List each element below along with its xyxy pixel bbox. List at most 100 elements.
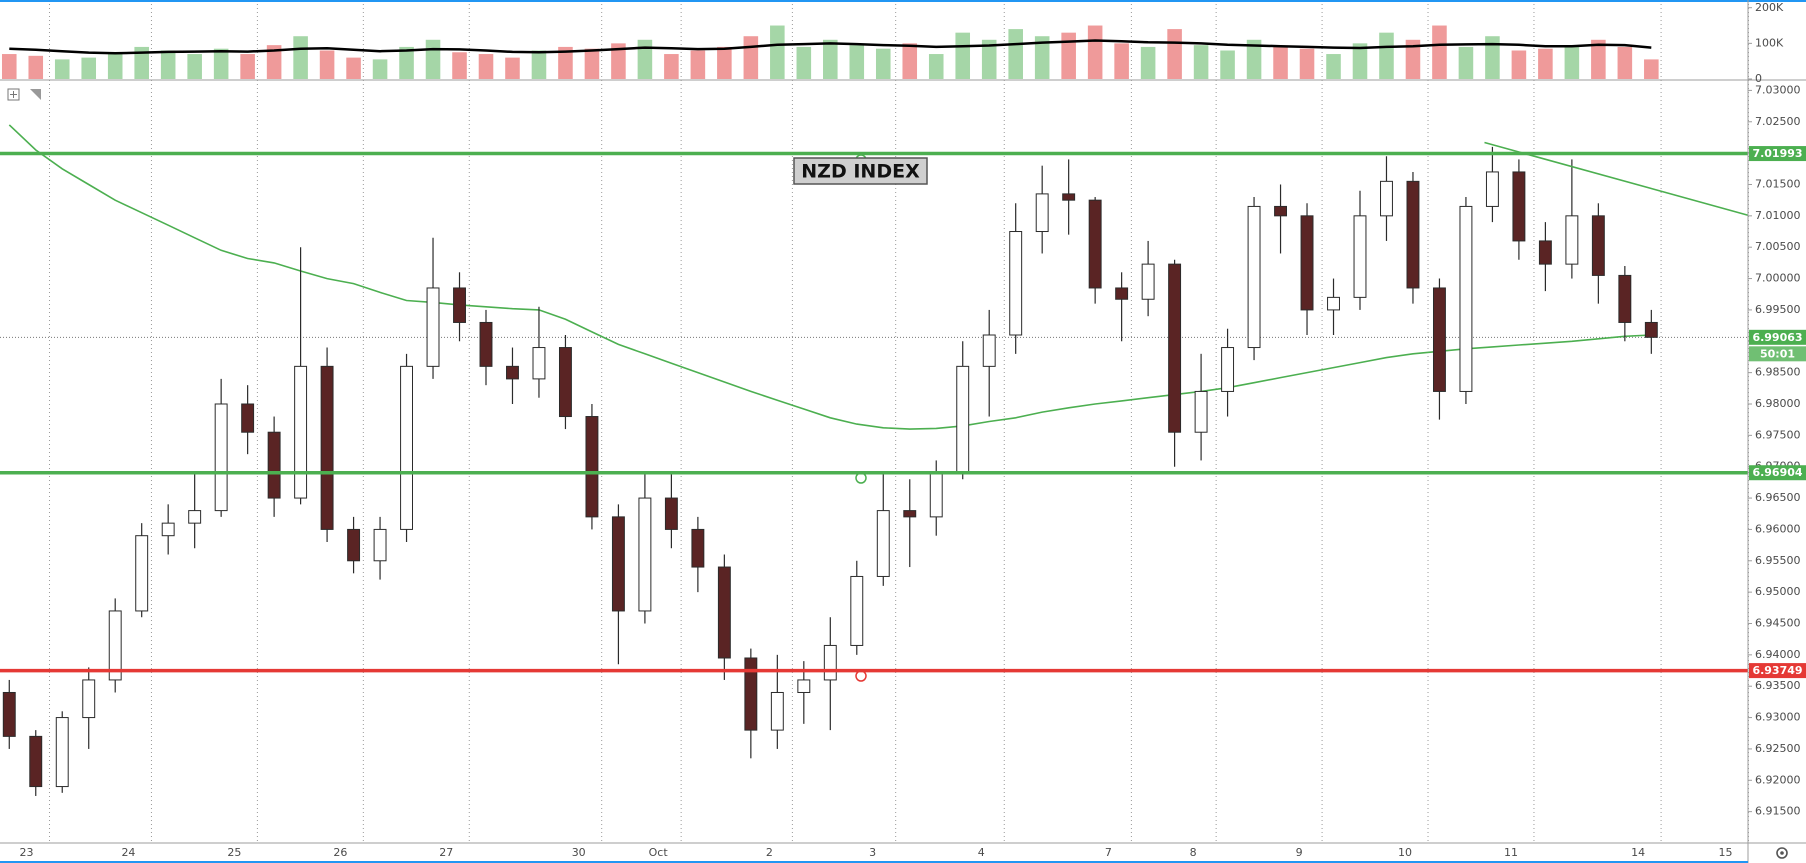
candle-body xyxy=(294,365,308,499)
candle-body xyxy=(1432,287,1446,392)
candle-body xyxy=(956,365,970,474)
candle-body xyxy=(479,321,493,367)
volume-tick-label: 200K xyxy=(1755,1,1784,14)
candle-body xyxy=(267,431,281,499)
gear-icon xyxy=(1776,847,1788,859)
volume-bar xyxy=(81,57,97,79)
volume-bar xyxy=(717,46,732,79)
pane-toolbar[interactable] xyxy=(7,88,41,101)
candle-body xyxy=(1247,205,1261,349)
candle-body xyxy=(426,287,440,367)
candle-body xyxy=(29,735,43,788)
sma-line xyxy=(8,124,1652,430)
level-label: 6.93749 xyxy=(1752,664,1802,677)
candle-body xyxy=(585,416,599,518)
candle-body xyxy=(823,644,837,681)
volume-bar xyxy=(1432,25,1447,79)
candle-body xyxy=(611,516,625,612)
level-label: 7.01993 xyxy=(1752,147,1802,160)
level-label-box xyxy=(1749,146,1806,162)
x-tick-label: 24 xyxy=(121,846,135,859)
x-tick-label: 26 xyxy=(333,846,347,859)
candle-body xyxy=(400,365,414,530)
x-tick-label: 15 xyxy=(1718,846,1732,859)
x-tick-label: 10 xyxy=(1398,846,1412,859)
maximize-icon[interactable] xyxy=(7,88,20,101)
x-tick-label: 14 xyxy=(1631,846,1645,859)
volume-bar xyxy=(28,55,44,79)
title-box xyxy=(793,157,928,185)
y-tick-label: 6.92000 xyxy=(1755,773,1801,786)
volume-bar xyxy=(584,48,600,79)
volume-bar xyxy=(1564,45,1580,79)
volume-bar xyxy=(796,46,812,79)
volume-bar xyxy=(372,59,388,79)
candle-body xyxy=(1194,390,1208,433)
candle-body xyxy=(161,522,175,537)
volume-bar xyxy=(823,39,838,79)
candle-body xyxy=(664,497,678,530)
volume-bar xyxy=(1485,36,1500,79)
volume-bar xyxy=(399,46,414,79)
overlay-layer xyxy=(0,141,1749,673)
volume-bar xyxy=(1114,43,1129,79)
x-tick-label: 2 xyxy=(766,846,773,859)
candle-body xyxy=(1221,347,1235,392)
candle-body xyxy=(797,679,811,693)
volume-bar xyxy=(107,52,123,79)
y-tick-label: 6.93500 xyxy=(1755,679,1801,692)
y-tick-label: 6.98500 xyxy=(1755,366,1801,379)
candle-body xyxy=(558,347,572,418)
x-tick-label: 23 xyxy=(19,846,33,859)
volume-bar xyxy=(1008,29,1023,80)
candle-body xyxy=(1512,171,1526,242)
x-tick-label: 9 xyxy=(1296,846,1303,859)
candle-body xyxy=(1538,240,1552,265)
settings-button[interactable] xyxy=(1776,847,1788,859)
candle-body xyxy=(1274,205,1288,217)
volume-bar xyxy=(1034,36,1050,79)
candle-body xyxy=(770,691,784,731)
volume-bar xyxy=(1617,46,1633,79)
gear-center xyxy=(1780,851,1784,855)
volume-bar xyxy=(902,43,918,79)
volume-bar xyxy=(690,50,706,79)
candle-body xyxy=(1062,193,1076,201)
candle-body xyxy=(1141,263,1155,300)
x-tick-label: 8 xyxy=(1190,846,1197,859)
volume-bar xyxy=(1591,39,1606,79)
level-label: 6.96904 xyxy=(1752,466,1802,479)
volume-bar xyxy=(1,54,17,79)
candle-body xyxy=(1565,215,1579,265)
price-label: 6.99063 xyxy=(1752,331,1802,344)
volume-bar xyxy=(1326,54,1341,79)
candle-body xyxy=(876,510,890,577)
candle-body xyxy=(1459,205,1473,392)
volume-bar xyxy=(531,50,547,79)
y-tick-label: 6.96500 xyxy=(1755,491,1801,504)
candle-body xyxy=(532,347,546,380)
candle-body xyxy=(214,403,228,512)
collapse-icon[interactable] xyxy=(30,89,41,100)
y-tick-label: 7.02500 xyxy=(1755,115,1801,128)
marker xyxy=(855,670,867,682)
volume-bar xyxy=(637,39,653,79)
volume-bar xyxy=(1167,29,1182,80)
volume-bar xyxy=(1511,50,1527,79)
y-tick-label: 6.96000 xyxy=(1755,522,1801,535)
candle-body xyxy=(1035,193,1049,233)
candle-body xyxy=(850,575,864,646)
volume-bar xyxy=(134,46,149,79)
volume-bar xyxy=(1246,39,1262,79)
candle-body xyxy=(717,566,731,659)
y-tick-label: 6.95500 xyxy=(1755,554,1801,567)
x-tick-label: 27 xyxy=(439,846,453,859)
volume-bar xyxy=(1140,46,1156,79)
candle-body xyxy=(638,497,652,612)
volume-bar xyxy=(160,50,176,79)
volume-bar xyxy=(611,43,626,79)
y-tick-label: 7.03000 xyxy=(1755,83,1801,96)
x-tick-label: 3 xyxy=(869,846,876,859)
volume-bar xyxy=(1273,46,1288,79)
